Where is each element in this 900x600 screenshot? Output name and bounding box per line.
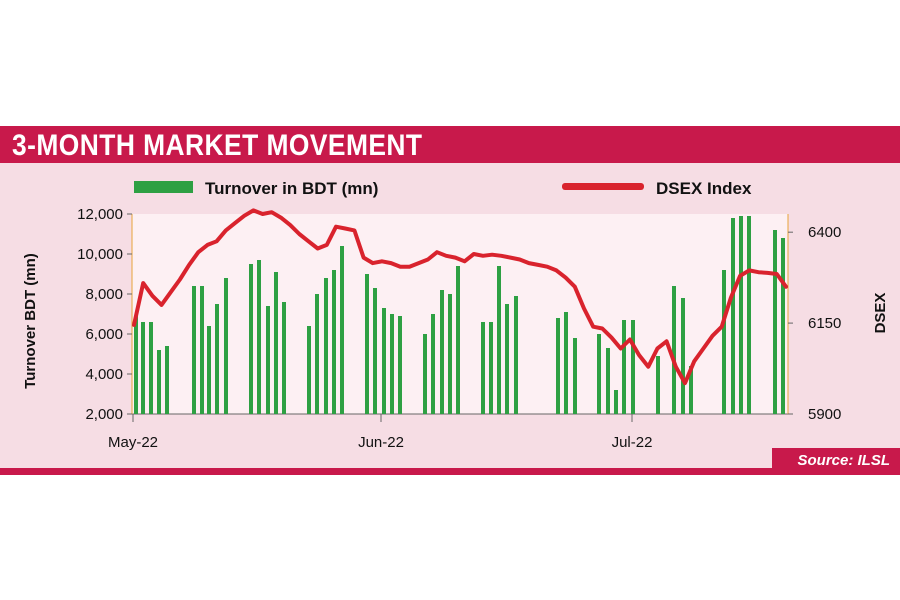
turnover-bar <box>448 294 452 414</box>
turnover-bar <box>440 290 444 414</box>
turnover-bar <box>141 322 145 414</box>
turnover-bar <box>134 316 138 414</box>
turnover-bar <box>200 286 204 414</box>
turnover-bar <box>747 216 751 414</box>
turnover-bar <box>573 338 577 414</box>
turnover-bar <box>631 320 635 414</box>
left-tick-label: 6,000 <box>85 326 123 343</box>
turnover-bar <box>249 264 253 414</box>
source-label: Source: ILSL <box>797 452 890 469</box>
turnover-bar <box>622 320 626 414</box>
right-axis-title: DSEX <box>872 293 889 334</box>
turnover-bar <box>656 356 660 414</box>
turnover-bars <box>134 216 785 414</box>
right-tick-label: 5900 <box>808 406 841 423</box>
turnover-bar <box>157 350 161 414</box>
turnover-bar <box>207 326 211 414</box>
turnover-bar <box>398 316 402 414</box>
turnover-bar <box>564 312 568 414</box>
legend-swatch-dsex <box>562 183 644 190</box>
turnover-bar <box>324 278 328 414</box>
turnover-bar <box>681 298 685 414</box>
turnover-bar <box>274 272 278 414</box>
turnover-bar <box>739 216 743 414</box>
turnover-bar <box>606 348 610 414</box>
turnover-bar <box>614 390 618 414</box>
turnover-bar <box>722 270 726 414</box>
chart-title: 3-MONTH MARKET MOVEMENT <box>12 129 423 162</box>
turnover-bar <box>597 334 601 414</box>
turnover-bar <box>489 322 493 414</box>
turnover-bar <box>481 322 485 414</box>
right-tick-label: 6150 <box>808 315 841 332</box>
dsex-line <box>132 208 788 386</box>
turnover-bar <box>282 302 286 414</box>
x-tick-label: Jun-22 <box>358 434 404 451</box>
turnover-bar <box>514 296 518 414</box>
right-tick-label: 6400 <box>808 224 841 241</box>
x-axis-ticks: May-22 Jun-22 Jul-22 <box>108 414 652 451</box>
legend-label-dsex: DSEX Index <box>656 179 752 198</box>
dsex-line-group <box>132 208 788 386</box>
turnover-bar <box>505 304 509 414</box>
turnover-bar <box>315 294 319 414</box>
left-tick-label: 4,000 <box>85 366 123 383</box>
turnover-bar <box>431 314 435 414</box>
turnover-bar <box>689 366 693 414</box>
left-tick-label: 2,000 <box>85 406 123 423</box>
turnover-bar <box>382 308 386 414</box>
x-tick-label: Jul-22 <box>612 434 653 451</box>
turnover-bar <box>192 286 196 414</box>
turnover-bar <box>307 326 311 414</box>
left-tick-label: 8,000 <box>85 286 123 303</box>
x-tick-label: May-22 <box>108 434 158 451</box>
turnover-bar <box>423 334 427 414</box>
turnover-bar <box>781 238 785 414</box>
turnover-bar <box>340 246 344 414</box>
turnover-bar <box>556 318 560 414</box>
turnover-bar <box>373 288 377 414</box>
turnover-bar <box>456 266 460 414</box>
turnover-bar <box>224 278 228 414</box>
turnover-bar <box>332 270 336 414</box>
left-tick-label: 12,000 <box>77 206 123 223</box>
turnover-bar <box>497 266 501 414</box>
turnover-bar <box>390 314 394 414</box>
title-band: 3-MONTH MARKET MOVEMENT <box>0 126 900 163</box>
turnover-bar <box>165 346 169 414</box>
turnover-bar <box>215 304 219 414</box>
left-tick-label: 10,000 <box>77 246 123 263</box>
legend-label-turnover: Turnover in BDT (mn) <box>205 179 378 198</box>
footer-gap <box>0 448 772 468</box>
left-axis-ticks: 12,000 10,000 8,000 6,000 4,000 2,000 <box>77 206 132 423</box>
turnover-bar <box>773 230 777 414</box>
turnover-bar <box>266 306 270 414</box>
turnover-bar <box>731 218 735 414</box>
turnover-bar <box>672 286 676 414</box>
legend-swatch-turnover <box>134 181 193 193</box>
turnover-bar <box>365 274 369 414</box>
left-axis-title: Turnover BDT (mn) <box>22 253 39 389</box>
turnover-bar <box>257 260 261 414</box>
right-axis-ticks: 6400 6150 5900 <box>788 224 841 423</box>
turnover-bar <box>149 322 153 414</box>
